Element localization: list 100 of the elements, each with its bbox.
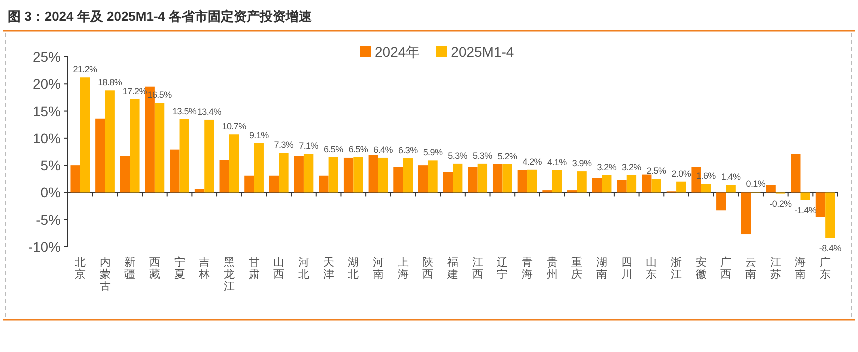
- bar: [791, 154, 801, 193]
- x-tick-label: 上海: [398, 256, 409, 281]
- bar: [269, 176, 280, 193]
- x-tick-label: 广东: [820, 256, 832, 281]
- bar: [368, 155, 378, 193]
- bar: [354, 157, 364, 193]
- x-tick-label: 吉林: [198, 256, 210, 281]
- y-tick-label: -5%: [36, 212, 61, 228]
- data-label: 13.5%: [172, 106, 197, 116]
- bar: [701, 184, 712, 193]
- x-tick-label: 重庆: [572, 256, 583, 281]
- bar: [602, 175, 612, 193]
- x-tick-label: 青海: [522, 256, 534, 281]
- bar: [319, 176, 329, 193]
- bar: [800, 192, 810, 200]
- bar: [304, 154, 314, 193]
- bar: [120, 156, 130, 193]
- bar: [766, 185, 776, 193]
- bar: [194, 189, 205, 193]
- x-tick-label: 北京: [74, 256, 86, 281]
- data-label: 0.1%: [746, 179, 766, 190]
- data-label: 18.8%: [98, 78, 122, 88]
- y-tick-label: 15%: [32, 103, 61, 120]
- bar: [642, 174, 652, 193]
- data-label: 7.3%: [274, 140, 294, 150]
- data-label: 5.2%: [498, 151, 518, 162]
- data-label: 1.4%: [721, 172, 742, 182]
- bar: [403, 158, 414, 193]
- data-label: 3.9%: [572, 158, 592, 169]
- data-label: 21.2%: [73, 64, 98, 75]
- bar: [577, 172, 587, 193]
- data-label: 6.4%: [374, 144, 394, 155]
- x-tick-label: 陕西: [422, 257, 434, 281]
- x-tick-label: 黑龙江: [224, 257, 235, 293]
- bar: [428, 160, 438, 193]
- bar: [229, 134, 240, 193]
- data-label: -0.2%: [770, 198, 792, 209]
- bar: [492, 164, 503, 193]
- x-tick-label: 河南: [372, 257, 384, 281]
- x-tick-label: 贵州: [546, 256, 558, 281]
- x-tick-label: 江苏: [770, 257, 782, 281]
- chart-title: 图 3：2024 年及 2025M1-4 各省市固定资产投资增速: [8, 9, 314, 24]
- bar: [826, 192, 836, 238]
- x-tick-label: 新疆: [124, 256, 136, 281]
- y-tick-label: 0%: [40, 184, 61, 201]
- x-tick-label: 云南: [746, 257, 757, 281]
- y-tick-label: 10%: [32, 130, 61, 146]
- x-tick-label: 甘肃: [248, 256, 260, 281]
- x-tick-label: 辽宁: [497, 257, 508, 281]
- data-label: 4.1%: [548, 157, 568, 168]
- x-tick-label: 广西: [720, 256, 732, 281]
- bar: [676, 182, 686, 193]
- bar: [528, 170, 538, 193]
- legend-label: 2025M1-4: [451, 44, 514, 60]
- bar: [617, 180, 627, 193]
- data-label: 5.3%: [448, 150, 468, 161]
- bar: [478, 164, 488, 193]
- bar: [294, 156, 304, 193]
- x-tick-label: 宁夏: [174, 256, 186, 281]
- bar: [592, 178, 602, 193]
- bar: [626, 175, 637, 193]
- bar: [726, 185, 736, 193]
- bar: [716, 192, 726, 211]
- x-tick-label: 西藏: [149, 257, 160, 281]
- data-label: 6.5%: [348, 144, 368, 154]
- y-tick-label: 20%: [32, 76, 61, 92]
- bar: [254, 143, 264, 193]
- bar: [502, 164, 512, 193]
- bar: [344, 158, 354, 193]
- x-tick-label: 江西: [472, 257, 484, 281]
- bar: [652, 179, 662, 193]
- data-label: 7.1%: [299, 141, 319, 152]
- bar: [220, 160, 230, 193]
- bar: [70, 166, 80, 193]
- x-tick-label: 四川: [621, 257, 632, 281]
- data-label: 5.9%: [423, 148, 443, 158]
- bar: [328, 157, 338, 193]
- y-tick-label: -10%: [28, 239, 61, 255]
- bar: [518, 170, 528, 193]
- bar: [130, 99, 140, 193]
- bar: [180, 119, 190, 193]
- bar: [552, 170, 562, 193]
- bar: [418, 166, 428, 193]
- legend-label: 2024年: [375, 44, 420, 60]
- bar: [816, 192, 826, 218]
- y-tick-label: 5%: [40, 158, 61, 174]
- y-tick-label: 25%: [32, 49, 61, 65]
- bar: [105, 90, 115, 193]
- bar: [204, 120, 214, 193]
- x-tick-label: 河北: [298, 257, 310, 281]
- data-label: 6.3%: [398, 146, 418, 156]
- data-label: 5.3%: [473, 150, 493, 161]
- data-label: 4.2%: [522, 156, 542, 167]
- bar: [244, 176, 254, 193]
- x-tick-label: 浙江: [671, 256, 682, 281]
- x-tick-label: 安徽: [696, 256, 707, 281]
- x-tick-label: 山东: [646, 256, 658, 281]
- bar: [468, 167, 478, 193]
- x-tick-label: 内蒙古: [100, 256, 111, 293]
- data-label: 2.5%: [646, 166, 666, 176]
